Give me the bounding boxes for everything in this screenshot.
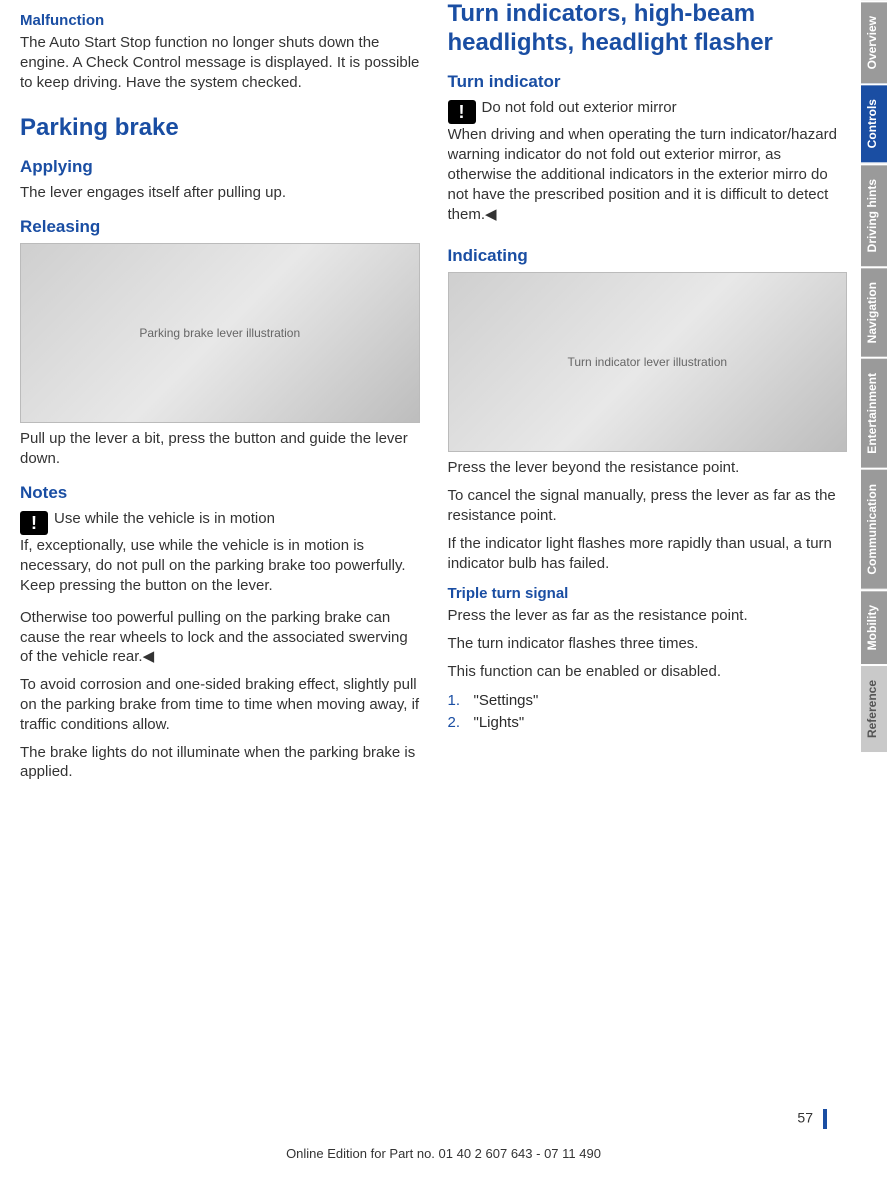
indicating-image: Turn indicator lever illustration bbox=[448, 272, 848, 452]
malfunction-text: The Auto Start Stop function no longer s… bbox=[20, 33, 420, 92]
releasing-image: Parking brake lever illustration bbox=[20, 243, 420, 423]
footer-text: Online Edition for Part no. 01 40 2 607 … bbox=[0, 1146, 887, 1161]
tab-navigation[interactable]: Navigation bbox=[861, 266, 887, 357]
warning-icon: ! bbox=[20, 511, 48, 535]
notes-title: Notes bbox=[20, 483, 420, 503]
right-column: Turn indicators, high-beam headlights, h… bbox=[448, 0, 848, 790]
left-column: Malfunction The Auto Start Stop function… bbox=[20, 0, 420, 790]
triple-p3: This function can be enabled or disabled… bbox=[448, 662, 848, 682]
turn-indicator-warning: ! Do not fold out exterior mirror When d… bbox=[448, 98, 848, 233]
warning-icon: ! bbox=[448, 100, 476, 124]
tab-mobility[interactable]: Mobility bbox=[861, 589, 887, 664]
applying-text: The lever engages itself after pulling u… bbox=[20, 183, 420, 203]
malfunction-title: Malfunction bbox=[20, 12, 420, 29]
triple-title: Triple turn signal bbox=[448, 585, 848, 602]
releasing-title: Releasing bbox=[20, 217, 420, 237]
notes-warn-title: Use while the vehicle is in motion bbox=[20, 509, 420, 529]
step-1-label: "Settings" bbox=[474, 692, 539, 709]
step-2-label: "Lights" bbox=[474, 714, 525, 731]
turn-warn-body: When driving and when operating the turn… bbox=[448, 125, 848, 224]
triple-p1: Press the lever as far as the resistance… bbox=[448, 606, 848, 626]
page-number: 57 bbox=[797, 1109, 827, 1129]
side-tabs: Overview Controls Driving hints Navigati… bbox=[861, 0, 887, 1140]
tab-entertainment[interactable]: Entertainment bbox=[861, 357, 887, 468]
indicating-p3: If the indicator light flashes more rapi… bbox=[448, 534, 848, 574]
triple-steps: 1."Settings" 2."Lights" bbox=[448, 690, 848, 735]
indicating-p2: To cancel the signal manually, press the… bbox=[448, 486, 848, 526]
releasing-text: Pull up the lever a bit, press the butto… bbox=[20, 429, 420, 469]
tab-driving-hints[interactable]: Driving hints bbox=[861, 163, 887, 266]
step-1: 1."Settings" bbox=[448, 690, 848, 713]
tab-communication[interactable]: Communication bbox=[861, 468, 887, 589]
notes-warning: ! Use while the vehicle is in motion If,… bbox=[20, 509, 420, 604]
notes-p2: Otherwise too powerful pulling on the pa… bbox=[20, 608, 420, 667]
notes-p3: To avoid corrosion and one-sided braking… bbox=[20, 675, 420, 734]
turn-indicator-title: Turn indicator bbox=[448, 72, 848, 92]
triple-p2: The turn indicator flashes three times. bbox=[448, 634, 848, 654]
turn-title: Turn indicators, high-beam headlights, h… bbox=[448, 0, 848, 58]
step-2: 2."Lights" bbox=[448, 712, 848, 735]
tab-overview[interactable]: Overview bbox=[861, 0, 887, 83]
tab-reference[interactable]: Reference bbox=[861, 664, 887, 752]
notes-p4: The brake lights do not illuminate when … bbox=[20, 743, 420, 783]
indicating-title: Indicating bbox=[448, 246, 848, 266]
applying-title: Applying bbox=[20, 157, 420, 177]
notes-warn-body: If, exceptionally, use while the vehicle… bbox=[20, 536, 420, 595]
indicating-p1: Press the lever beyond the resistance po… bbox=[448, 458, 848, 478]
parking-brake-title: Parking brake bbox=[20, 114, 420, 143]
turn-warn-title: Do not fold out exterior mirror bbox=[448, 98, 848, 118]
tab-controls[interactable]: Controls bbox=[861, 83, 887, 162]
